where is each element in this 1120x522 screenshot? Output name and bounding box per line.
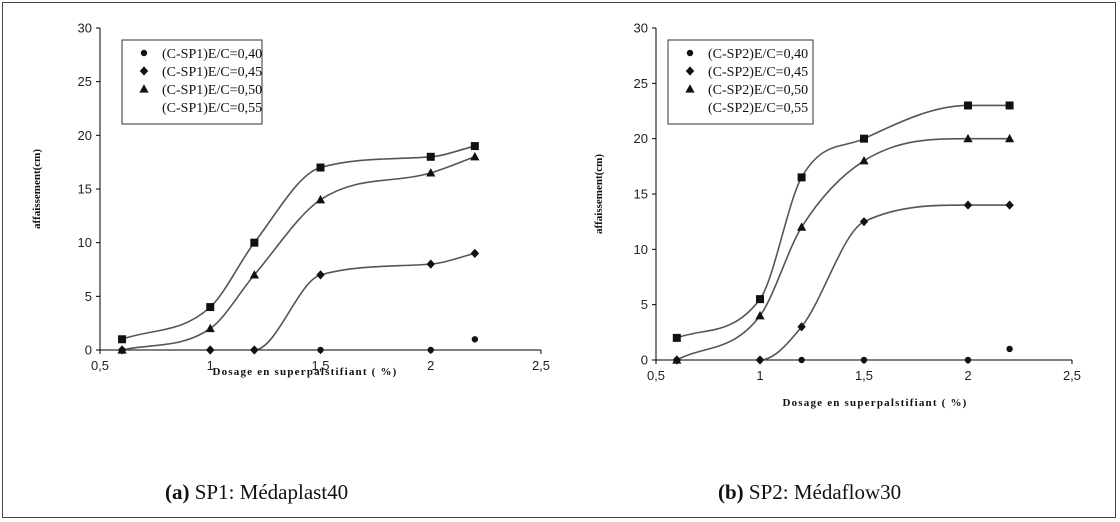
chart-sp1: 0 5 10 15 20 25 30 0,5 1 1,5 2 2,5 Dosage en superpa…: [31, 21, 550, 379]
x-tick-label: 2,5: [1063, 368, 1081, 383]
y-tick-label: 0: [641, 353, 648, 368]
legend-entry: (C-SP2)E/C=0,45: [708, 65, 808, 80]
y-tick-label: 15: [634, 187, 648, 202]
x-tick-label: 2,5: [532, 358, 550, 373]
data-point-square: [797, 173, 806, 182]
data-point-square: [250, 238, 259, 247]
legend-marker-diamond: [685, 66, 695, 76]
data-point-square: [426, 152, 435, 161]
data-point-circle: [860, 356, 868, 364]
caption-sp2: (b) SP2: Médaflow30: [718, 480, 901, 505]
data-point-square: [756, 295, 764, 304]
legend-entry: (C-SP2)E/C=0,40: [708, 47, 808, 62]
data-point-triangle: [755, 310, 765, 320]
legend-marker-triangle: [685, 84, 695, 93]
y-tick-label: 10: [78, 235, 92, 250]
data-point-diamond: [755, 355, 765, 365]
x-tick-label: 2: [964, 368, 971, 383]
caption-sp1: (a) SP1: Médaplast40: [165, 480, 348, 505]
data-point-diamond: [426, 259, 435, 269]
legend-marker-triangle: [139, 84, 149, 93]
data-point-square: [672, 333, 681, 342]
legend-entry: (C-SP2)E/C=0,50: [708, 83, 808, 98]
data-point-triangle: [859, 156, 869, 165]
data-point-square: [118, 335, 127, 344]
data-point-circle: [1006, 345, 1013, 353]
data-point-square: [470, 142, 479, 151]
data-point-triangle: [315, 194, 326, 204]
legend-marker-circle: [686, 49, 694, 57]
legend-entry: (C-SP2)E/C=0,55: [708, 101, 808, 116]
data-point-square: [1005, 101, 1014, 110]
x-tick-label: 1,5: [855, 368, 873, 383]
data-point-circle: [427, 346, 434, 354]
y-tick-label: 20: [634, 131, 648, 146]
x-tick-label: 2: [427, 358, 434, 373]
caption-text: SP2: Médaflow30: [743, 480, 902, 504]
data-point-triangle: [117, 345, 127, 354]
data-point-square: [316, 163, 325, 172]
y-tick-label: 0: [85, 343, 92, 358]
x-tick-label: 1,5: [311, 358, 329, 373]
data-point-triangle: [249, 270, 259, 279]
data-point-circle: [317, 346, 324, 354]
data-point-diamond: [963, 200, 973, 210]
y-tick-label: 15: [78, 182, 92, 197]
data-point-diamond: [206, 345, 215, 355]
x-tick-label: 0,5: [647, 368, 665, 383]
x-tick-label: 1: [207, 358, 214, 373]
data-point-diamond: [316, 270, 325, 280]
y-tick-label: 5: [85, 289, 92, 304]
legend-entry: (C-SP1)E/C=0,45: [162, 65, 262, 80]
series-line-diamond: [122, 252, 476, 351]
caption-text: SP1: Médaplast40: [189, 480, 349, 504]
data-point-circle: [964, 356, 972, 364]
data-point-square: [964, 101, 972, 110]
y-tick-label: 5: [641, 297, 648, 312]
x-axis-label: Dosage en superpalstifiant ( %): [782, 397, 967, 409]
y-axis-label: affaissement(cm): [593, 154, 605, 234]
caption-letter: (a): [165, 480, 190, 504]
legend-marker-circle: [140, 49, 148, 57]
data-point-diamond: [859, 217, 869, 227]
data-point-triangle: [672, 355, 682, 364]
y-tick-label: 30: [78, 21, 92, 36]
data-point-square: [206, 303, 215, 312]
series-line-triangle: [121, 156, 476, 351]
data-point-diamond: [470, 248, 480, 258]
data-point-square: [860, 134, 868, 143]
chart-sp2: 0 5 10 15 20 25 30 0,5 1 1,5 2 2,5 Dosage en superpa…: [593, 21, 1081, 410]
legend-entry: (C-SP1)E/C=0,55: [162, 101, 262, 116]
y-tick-label: 30: [634, 21, 648, 36]
legend-entry: (C-SP1)E/C=0,40: [162, 47, 262, 62]
y-tick-label: 10: [634, 242, 648, 257]
x-tick-label: 1: [756, 368, 763, 383]
y-tick-label: 20: [78, 128, 92, 143]
series-line-square: [676, 104, 1010, 339]
legend-marker-diamond: [139, 66, 149, 76]
data-point-triangle: [797, 222, 807, 231]
x-tick-label: 0,5: [91, 358, 109, 373]
series-line-diamond: [676, 204, 1010, 361]
y-axis-label: affaissement(cm): [31, 149, 43, 229]
x-axis-label: Dosage en superpalstifiant ( %): [212, 366, 397, 378]
caption-letter: (b): [718, 480, 744, 504]
data-point-triangle: [470, 152, 480, 161]
y-tick-label: 25: [634, 76, 648, 91]
data-point-triangle: [963, 133, 973, 143]
data-point-triangle: [1005, 133, 1015, 143]
data-point-diamond: [1005, 200, 1014, 210]
legend-entry: (C-SP1)E/C=0,50: [162, 83, 262, 98]
data-point-circle: [798, 356, 805, 364]
data-point-diamond: [250, 345, 259, 355]
data-point-triangle: [426, 168, 436, 177]
data-point-circle: [471, 336, 479, 343]
y-tick-label: 25: [78, 74, 92, 89]
data-point-triangle: [205, 323, 215, 333]
